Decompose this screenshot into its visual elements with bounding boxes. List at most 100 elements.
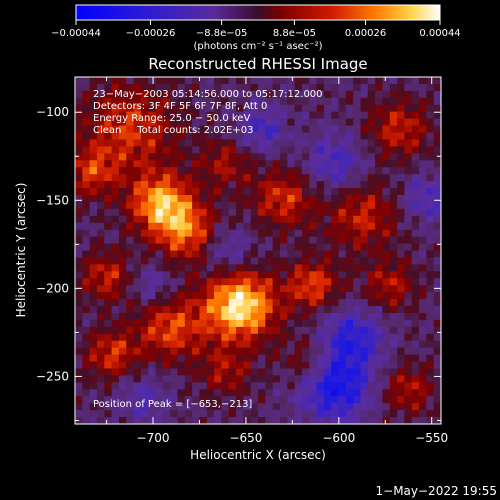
- heatmap-cell: [419, 312, 427, 321]
- heatmap-cell: [258, 208, 266, 217]
- heatmap-cell: [360, 146, 369, 154]
- heatmap-cell: [236, 354, 244, 363]
- heatmap-cell: [338, 118, 347, 127]
- heatmap-cell: [75, 104, 83, 113]
- heatmap-cell: [133, 174, 142, 182]
- heatmap-cell: [411, 375, 420, 383]
- heatmap-cell: [397, 382, 405, 390]
- heatmap-cell: [111, 347, 120, 356]
- heatmap-cell: [214, 90, 222, 99]
- heatmap-cell: [331, 181, 340, 189]
- heatmap-cell: [426, 292, 435, 300]
- heatmap-cell: [243, 368, 252, 376]
- heatmap-cell: [148, 236, 157, 245]
- heatmap-cell: [397, 90, 405, 99]
- heatmap-cell: [397, 375, 405, 383]
- heatmap-cell: [243, 389, 252, 397]
- heatmap-cell: [411, 312, 420, 321]
- heatmap-cell: [258, 125, 266, 134]
- heatmap-cell: [236, 299, 244, 307]
- heatmap-cell: [162, 111, 171, 120]
- heatmap-cell: [272, 306, 281, 314]
- heatmap-cell: [177, 83, 186, 92]
- heatmap-cell: [104, 375, 113, 383]
- heatmap-cell: [89, 354, 98, 363]
- heatmap-cell: [89, 215, 98, 224]
- heatmap-cell: [243, 188, 252, 196]
- heatmap-cell: [433, 77, 441, 85]
- heatmap-cell: [82, 410, 91, 418]
- heatmap-cell: [294, 208, 303, 217]
- heatmap-cell: [287, 243, 296, 251]
- heatmap-cell: [316, 368, 325, 376]
- heatmap-cell: [338, 174, 347, 182]
- heatmap-cell: [184, 333, 193, 342]
- heatmap-cell: [111, 104, 120, 113]
- heatmap-cell: [89, 257, 98, 265]
- heatmap-cell: [411, 111, 420, 120]
- heatmap-cell: [126, 285, 135, 293]
- heatmap-cell: [221, 90, 230, 99]
- heatmap-cell: [389, 201, 398, 210]
- heatmap-cell: [397, 257, 405, 265]
- heatmap-cell: [192, 83, 200, 92]
- heatmap-cell: [206, 361, 215, 369]
- heatmap-cell: [389, 243, 398, 251]
- heatmap-cell: [133, 132, 142, 140]
- heatmap-cell: [360, 236, 369, 245]
- heatmap-cell: [345, 90, 354, 99]
- heatmap-cell: [148, 215, 157, 224]
- heatmap-cell: [419, 167, 427, 175]
- heatmap-cell: [265, 208, 274, 217]
- heatmap-cell: [375, 125, 383, 134]
- heatmap-cell: [426, 340, 435, 349]
- heatmap-cell: [250, 111, 259, 120]
- heatmap-cell: [323, 153, 332, 161]
- heatmap-cell: [411, 77, 420, 85]
- heatmap-cell: [82, 257, 91, 265]
- heatmap-cell: [345, 271, 354, 279]
- heatmap-cell: [345, 340, 354, 349]
- heatmap-cell: [236, 83, 244, 92]
- heatmap-cell: [323, 333, 332, 342]
- heatmap-cell: [192, 257, 200, 265]
- heatmap-cell: [375, 215, 383, 224]
- heatmap-cell: [75, 368, 83, 376]
- heatmap-cell: [301, 312, 310, 321]
- heatmap-cell: [89, 97, 98, 106]
- heatmap-cell: [360, 194, 369, 203]
- x-tick-label-3: −550: [415, 431, 448, 445]
- heatmap-cell: [411, 382, 420, 390]
- heatmap-cell: [148, 271, 157, 279]
- heatmap-cell: [375, 340, 383, 349]
- heatmap-cell: [155, 236, 164, 245]
- heatmap-cell: [89, 167, 98, 175]
- heatmap-cell: [367, 132, 376, 140]
- heatmap-cell: [206, 319, 215, 328]
- heatmap-cell: [192, 215, 200, 224]
- heatmap-cell: [426, 243, 435, 251]
- heatmap-cell: [184, 319, 193, 328]
- heatmap-cell: [272, 417, 281, 424]
- heatmap-cell: [148, 396, 157, 404]
- heatmap-cell: [148, 306, 157, 314]
- heatmap-cell: [89, 153, 98, 161]
- heatmap-cell: [426, 333, 435, 342]
- heatmap-cell: [162, 181, 171, 189]
- heatmap-cell: [353, 389, 361, 397]
- heatmap-cell: [177, 229, 186, 238]
- heatmap-cell: [243, 306, 252, 314]
- heatmap-cell: [155, 319, 164, 328]
- heatmap-cell: [96, 396, 105, 404]
- heatmap-cell: [287, 285, 296, 293]
- heatmap-cell: [309, 222, 318, 231]
- heatmap-cell: [170, 417, 178, 424]
- heatmap-cell: [199, 194, 208, 203]
- heatmap-cell: [331, 257, 340, 265]
- heatmap-cell: [433, 396, 441, 404]
- heatmap-cell: [404, 243, 413, 251]
- heatmap-cell: [265, 229, 274, 238]
- heatmap-cell: [360, 319, 369, 328]
- heatmap-cell: [133, 285, 142, 293]
- heatmap-cell: [206, 104, 215, 113]
